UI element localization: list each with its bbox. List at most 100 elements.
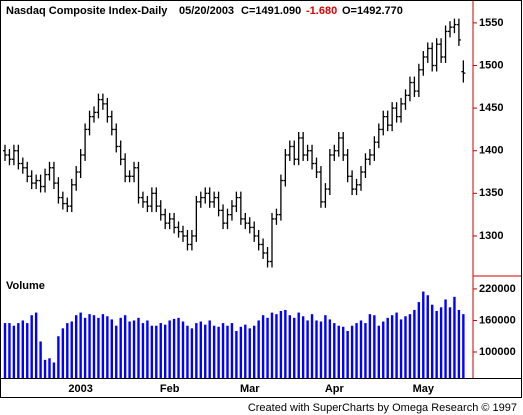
- volume-bar: [128, 321, 131, 378]
- volume-bar: [115, 325, 118, 378]
- volume-bar: [61, 328, 65, 378]
- volume-bar: [431, 304, 434, 378]
- volume-bar: [422, 291, 425, 378]
- volume-bar: [212, 325, 216, 378]
- volume-bar: [208, 320, 211, 378]
- volume-bar: [217, 326, 220, 378]
- volume-bar: [79, 312, 82, 378]
- volume-bar: [377, 325, 380, 378]
- volume-bar: [390, 315, 394, 378]
- volume-bar: [106, 316, 109, 378]
- volume-bar: [3, 323, 7, 378]
- volume-bar: [288, 315, 291, 378]
- volume-bar: [204, 324, 207, 378]
- volume-bar: [39, 341, 42, 378]
- volume-bar: [181, 321, 185, 378]
- x-tick-label: Feb: [160, 383, 180, 395]
- volume-bar: [137, 317, 140, 378]
- volume-bar: [244, 324, 247, 378]
- volume-bar: [453, 296, 456, 378]
- volume-bar: [319, 321, 323, 378]
- volume-bar: [164, 324, 167, 378]
- volume-bar: [159, 323, 162, 378]
- volume-bar: [168, 320, 171, 378]
- volume-bar: [230, 323, 234, 378]
- volume-bar: [355, 323, 358, 378]
- volume-bar: [199, 321, 202, 378]
- volume-bar: [257, 320, 260, 378]
- volume-bar: [386, 317, 389, 378]
- volume-bar: [346, 330, 349, 378]
- volume-bar: [195, 323, 198, 378]
- volume-bar: [101, 314, 105, 378]
- footer: Created with SuperCharts by Omega Resear…: [248, 402, 517, 414]
- volume-bar: [435, 311, 438, 378]
- volume-bar: [342, 326, 345, 378]
- volume-bar: [324, 315, 327, 378]
- y-tick-label: 220000: [479, 283, 516, 295]
- volume-bar: [132, 320, 136, 378]
- volume-bar: [43, 359, 47, 378]
- volume-bar: [48, 358, 51, 378]
- volume-bar: [190, 328, 194, 378]
- chart-title: Nasdaq Composite Index-Daily: [6, 5, 168, 17]
- volume-bar: [226, 325, 229, 378]
- y-tick-label: 1300: [479, 230, 503, 242]
- volume-bar: [337, 325, 340, 378]
- volume-bar: [248, 328, 251, 378]
- volume-bar: [186, 325, 189, 378]
- volume-bar: [462, 314, 465, 378]
- volume-bar: [408, 314, 412, 378]
- volume-bar: [284, 309, 287, 378]
- volume-title: Volume: [6, 280, 45, 292]
- volume-bar: [239, 326, 243, 378]
- volume-bar: [333, 323, 336, 378]
- volume-bar: [301, 316, 305, 378]
- volume-bar: [306, 320, 309, 378]
- y-tick-label: 1500: [479, 59, 503, 71]
- volume-bar: [57, 336, 60, 378]
- volume-bar: [75, 315, 78, 378]
- x-tick-label: May: [413, 383, 435, 395]
- volume-bar: [279, 311, 283, 378]
- open-value: O=1492.770: [342, 5, 403, 17]
- volume-bar: [457, 309, 461, 378]
- volume-bar: [426, 295, 429, 378]
- volume-bar: [110, 319, 113, 378]
- volume-bar: [221, 323, 225, 378]
- volume-bar: [328, 319, 332, 378]
- volume-bar: [404, 316, 407, 378]
- y-tick-label: 1450: [479, 102, 503, 114]
- volume-bar: [350, 325, 354, 378]
- y-tick-label: 1550: [479, 17, 503, 29]
- volume-bar: [12, 325, 16, 378]
- volume-bar: [413, 309, 416, 378]
- volume-bar: [8, 323, 11, 378]
- close-value: C=1491.090: [241, 5, 301, 17]
- volume-bar: [395, 312, 398, 378]
- volume-bar: [119, 317, 122, 378]
- volume-bar: [444, 299, 447, 378]
- x-tick-label: Mar: [240, 383, 260, 395]
- volume-bar: [417, 302, 421, 378]
- x-tick-label: Apr: [325, 383, 345, 395]
- volume-bar: [21, 320, 24, 378]
- x-tick-label: 2003: [68, 383, 92, 395]
- volume-bar: [253, 325, 256, 378]
- volume-bar: [83, 317, 87, 378]
- volume-bar: [92, 315, 96, 378]
- volume-bar: [373, 315, 376, 378]
- volume-bar: [359, 320, 363, 378]
- volume-bar: [382, 321, 385, 378]
- volume-bar: [261, 315, 265, 378]
- volume-bar: [123, 315, 127, 378]
- date: 05/20/2003: [179, 5, 234, 17]
- volume-bar: [439, 307, 443, 378]
- volume-bar: [30, 315, 33, 378]
- volume-bar: [172, 318, 176, 378]
- volume-bar: [177, 317, 180, 378]
- volume-bar: [17, 323, 20, 378]
- volume-bar: [270, 312, 274, 378]
- volume-bar: [235, 330, 238, 378]
